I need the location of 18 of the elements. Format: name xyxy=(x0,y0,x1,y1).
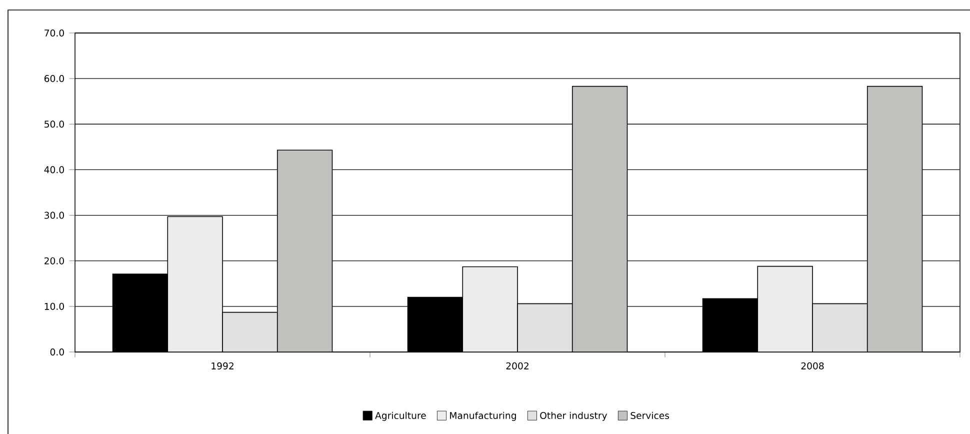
y-tick-label: 70.0 xyxy=(44,29,64,37)
legend-label: Agriculture xyxy=(375,412,426,421)
y-tick-label: 40.0 xyxy=(44,166,64,174)
legend-label: Other industry xyxy=(540,412,608,421)
bar xyxy=(866,86,923,352)
y-tick-label: 30.0 xyxy=(44,212,64,219)
bar xyxy=(276,150,333,352)
y-tick-label: 50.0 xyxy=(44,120,64,128)
x-tick-label: 2002 xyxy=(506,362,528,370)
bar xyxy=(572,86,628,352)
legend-label: Services xyxy=(630,412,670,420)
y-tick-label: 60.0 xyxy=(44,75,64,82)
legend-label: Manufacturing xyxy=(450,412,516,421)
x-tick-label: 2008 xyxy=(801,362,824,370)
y-tick-label: 20.0 xyxy=(44,257,64,264)
y-tick-label: 10.0 xyxy=(44,302,64,310)
y-tick-label: 0.0 xyxy=(50,348,64,356)
x-tick-label: 1992 xyxy=(212,362,234,370)
